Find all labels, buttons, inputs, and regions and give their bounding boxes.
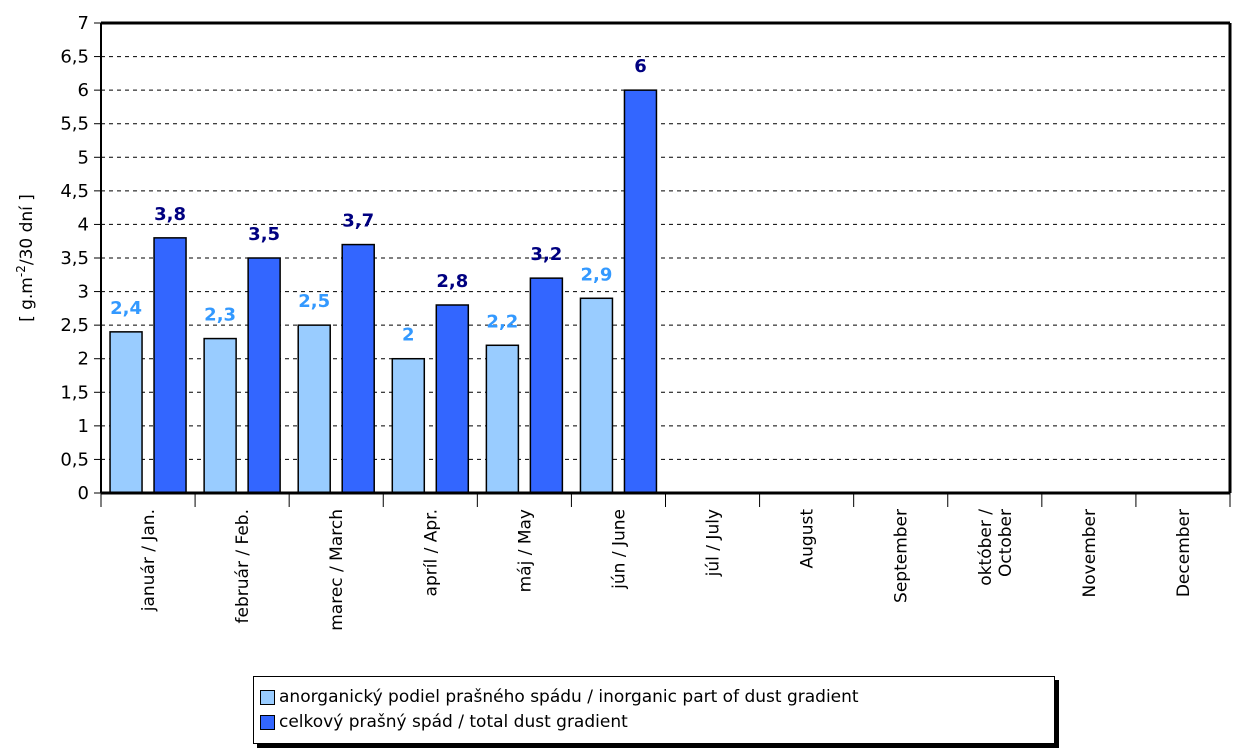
plot-area <box>101 23 1230 493</box>
bar-inorganic <box>109 331 143 494</box>
bar-total <box>341 243 375 494</box>
y-tick-label: 5,5 <box>60 114 89 135</box>
y-tick-label: 6 <box>78 80 89 101</box>
x-tick-label: január / Jan. <box>139 509 159 612</box>
bar-total <box>435 304 470 494</box>
y-tick-label: 4,5 <box>60 181 89 202</box>
data-label-inorganic: 2,4 <box>110 298 142 319</box>
x-tick-label: October <box>996 509 1016 577</box>
data-label-inorganic: 2,3 <box>204 305 236 326</box>
legend-item-total: celkový prašný spád / total dust gradien… <box>260 711 628 733</box>
y-tick-label: 7 <box>78 13 89 34</box>
data-label-inorganic: 2,2 <box>486 311 518 332</box>
bar-inorganic <box>485 344 520 494</box>
bar-total <box>153 237 187 494</box>
data-label-total: 6 <box>634 56 647 77</box>
y-tick-label: 0 <box>78 483 89 504</box>
y-tick-label: 3 <box>78 282 89 303</box>
x-tick-label: október / <box>976 509 996 586</box>
x-tick-label: November <box>1080 509 1100 597</box>
data-label-total: 2,8 <box>436 271 468 292</box>
legend: anorganický podiel prašného spádu / inor… <box>253 676 1055 744</box>
bar-total <box>623 89 658 494</box>
x-tick-label: September <box>892 509 912 603</box>
bar-total <box>247 257 281 494</box>
y-axis-label: [ g.m-2/30 dní ] <box>14 194 37 322</box>
legend-item-inorganic: anorganický podiel prašného spádu / inor… <box>260 686 859 708</box>
y-tick-label: 2,5 <box>60 315 89 336</box>
x-tick-label: apríl / Apr. <box>421 509 441 596</box>
bar-inorganic <box>203 337 237 494</box>
x-tick-label: február / Feb. <box>233 509 253 623</box>
y-tick-label: 1 <box>78 416 89 437</box>
y-tick-label: 5 <box>78 147 89 168</box>
data-label-inorganic: 2 <box>402 325 415 346</box>
x-tick-label: jún / June <box>609 509 629 590</box>
y-tick-label: 2 <box>78 349 89 370</box>
legend-label-total: celkový prašný spád / total dust gradien… <box>279 712 628 732</box>
y-tick-label: 3,5 <box>60 248 89 269</box>
legend-swatch-inorganic <box>260 689 275 705</box>
x-tick-label: júl / July <box>704 509 724 577</box>
x-tick-label: December <box>1174 509 1194 597</box>
x-tick-label: August <box>798 509 818 569</box>
legend-swatch-total <box>260 714 275 730</box>
data-label-total: 3,8 <box>154 204 186 225</box>
legend-label-inorganic: anorganický podiel prašného spádu / inor… <box>279 687 859 707</box>
bar-inorganic <box>297 324 331 494</box>
y-tick-label: 0,5 <box>60 449 89 470</box>
bar-total <box>529 277 564 494</box>
y-tick-label: 4 <box>78 214 89 235</box>
x-tick-label: máj / May <box>515 509 535 592</box>
x-tick-label: marec / March <box>327 509 347 631</box>
data-label-inorganic: 2,5 <box>298 291 330 312</box>
data-label-total: 3,7 <box>342 211 374 232</box>
y-tick-label: 1,5 <box>60 382 89 403</box>
bar-inorganic <box>579 297 614 494</box>
bar-inorganic <box>391 357 426 494</box>
data-label-total: 3,2 <box>530 244 562 265</box>
data-label-inorganic: 2,9 <box>581 264 613 285</box>
y-tick-label: 6,5 <box>60 47 89 68</box>
data-label-total: 3,5 <box>248 224 280 245</box>
